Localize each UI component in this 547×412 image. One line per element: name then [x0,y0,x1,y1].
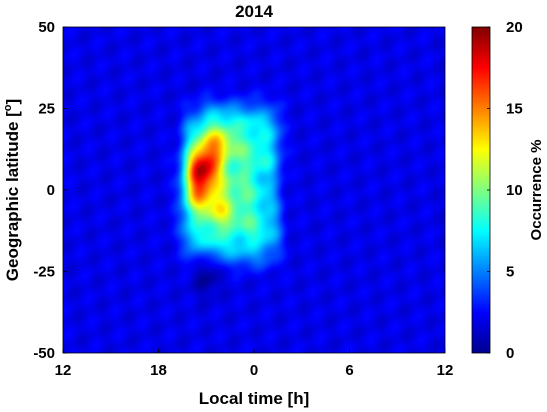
y-tick-label: 25 [38,101,55,118]
x-axis: 12 18 0 6 12 [55,349,454,379]
y-axis-title-main: Geographic latitude [ [3,111,22,281]
colorbar-tick-label: 20 [506,19,523,36]
colorbar-tick-label: 10 [506,182,523,199]
colorbar-tick-label: 0 [506,345,514,362]
y-tick-label: 50 [38,19,55,36]
x-tick-label: 18 [150,362,167,379]
colorbar-tick-label: 15 [506,101,523,118]
y-axis-title-degree: o [2,104,14,111]
y-tick-label: 0 [47,182,55,199]
chart-title: 2014 [235,2,273,21]
heatmap-plot-area [63,27,445,353]
colorbar-title: Occurrence % [528,140,545,241]
colorbar-ticks: 20 15 10 5 0 [487,19,523,362]
y-axis-title-end: ] [3,99,22,105]
heatmap-image [63,27,445,353]
y-tick-label: -50 [33,345,55,362]
y-tick-label: -25 [33,264,55,281]
x-tick-label: 12 [55,362,72,379]
x-axis-title: Local time [h] [199,389,310,408]
x-tick-label: 12 [437,362,454,379]
x-tick-label: 0 [250,362,258,379]
y-axis: 50 25 0 -25 -50 [33,19,67,362]
colorbar-tick-label: 5 [506,264,514,281]
x-tick-label: 6 [345,362,353,379]
y-axis-title: Geographic latitude [o] [2,99,22,281]
